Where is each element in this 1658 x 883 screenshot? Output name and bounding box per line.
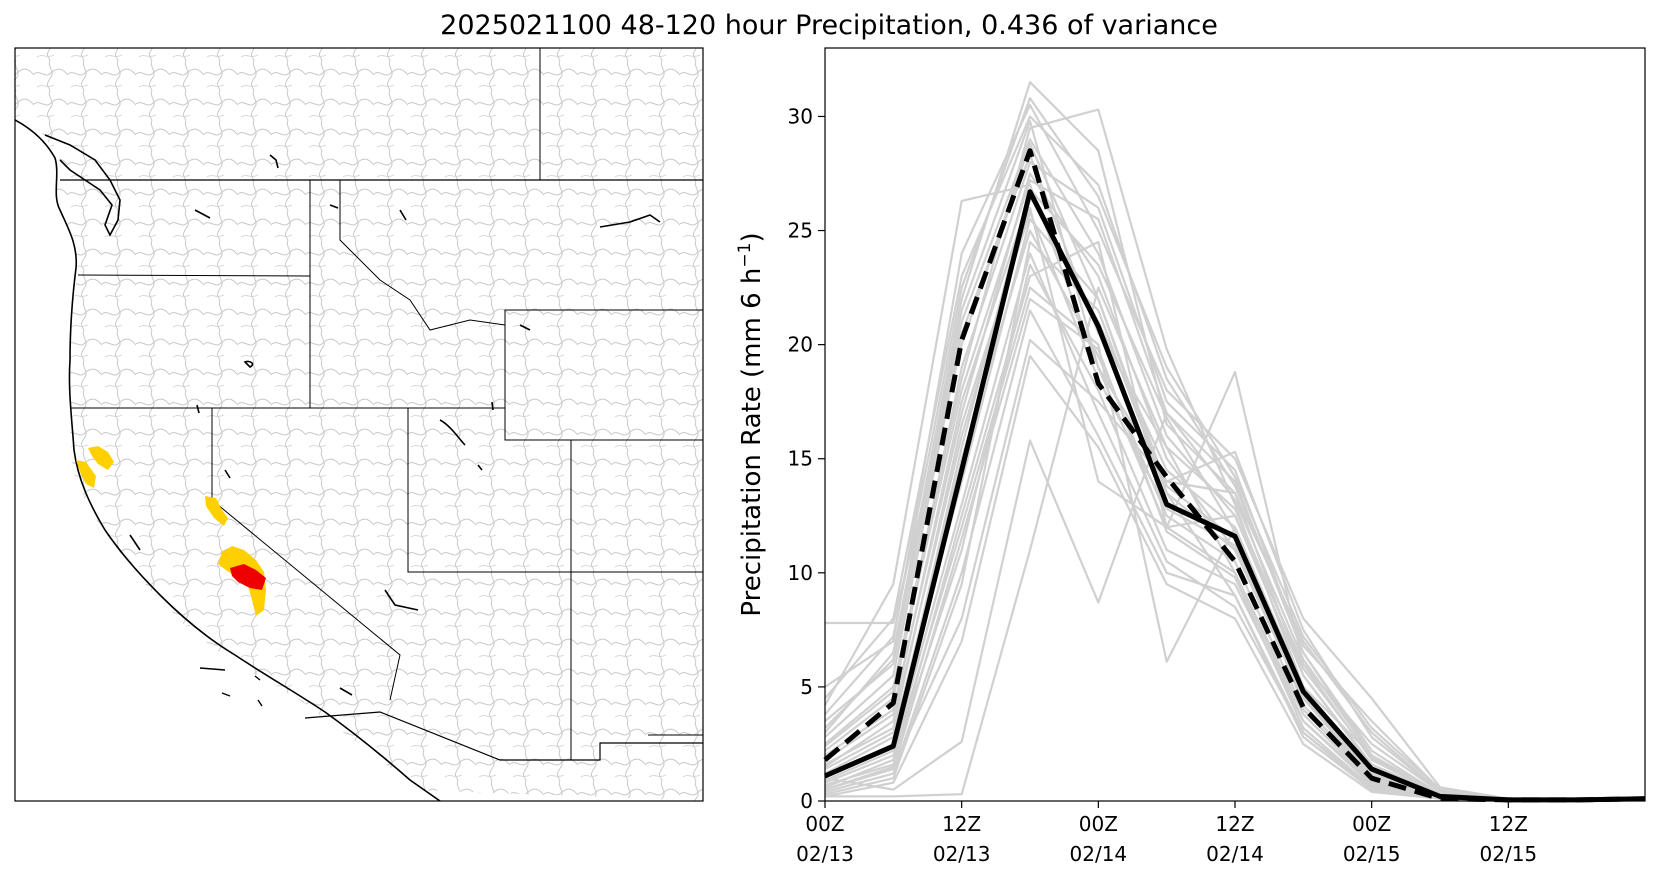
plot-frame [824, 47, 1646, 802]
x-tick-label-hour-3: 12Z [1215, 812, 1254, 836]
x-tick-label-date-5: 02/15 [1480, 842, 1538, 866]
figure-title: 2025021100 48-120 hour Precipitation, 0.… [440, 10, 1218, 41]
x-tick-label-date-0: 02/13 [796, 842, 854, 866]
basin-highlight-tahoe [205, 496, 228, 526]
chart-axes: 0 5 10 15 20 25 30 00Z 02/13 12Z 02/13 00Z 02/14 12Z 0… [788, 104, 1538, 866]
land-area [15, 48, 703, 801]
x-tick-label-hour-2: 00Z [1079, 812, 1118, 836]
x-tick-label-hour-4: 00Z [1352, 812, 1391, 836]
state-boundaries [70, 180, 703, 760]
highlighted-basins [76, 446, 266, 616]
basin-highlight-norcal-2 [76, 460, 96, 488]
intl-border-south [304, 711, 703, 761]
x-tick-label-hour-1: 12Z [942, 812, 981, 836]
x-tick-label-hour-5: 12Z [1489, 812, 1528, 836]
series-lines [823, 148, 1646, 803]
map-frame [14, 47, 704, 802]
y-tick-label-5: 5 [800, 675, 813, 699]
y-tick-label-20: 20 [788, 333, 813, 357]
coastline [15, 119, 441, 801]
control-series-line [823, 148, 1646, 803]
y-tick-label-10: 10 [788, 561, 813, 585]
channel-islands [199, 667, 263, 707]
y-tick-label-0: 0 [800, 789, 813, 813]
ensemble-members [824, 81, 1646, 802]
basin-highlight-norcal-1 [88, 446, 114, 470]
basin-highlight-sierra-red [230, 564, 266, 590]
x-tick-label-hour-0: 00Z [805, 812, 844, 836]
y-tick-label-30: 30 [788, 104, 813, 128]
y-tick-label-15: 15 [788, 447, 813, 471]
x-tick-label-date-2: 02/14 [1070, 842, 1128, 866]
y-axis-title: Precipitation Rate (mm 6 h−1) [735, 232, 767, 616]
y-tick-label-25: 25 [788, 219, 813, 243]
x-tick-label-date-3: 02/14 [1206, 842, 1264, 866]
x-tick-label-date-1: 02/13 [933, 842, 991, 866]
x-tick-label-date-4: 02/15 [1343, 842, 1401, 866]
